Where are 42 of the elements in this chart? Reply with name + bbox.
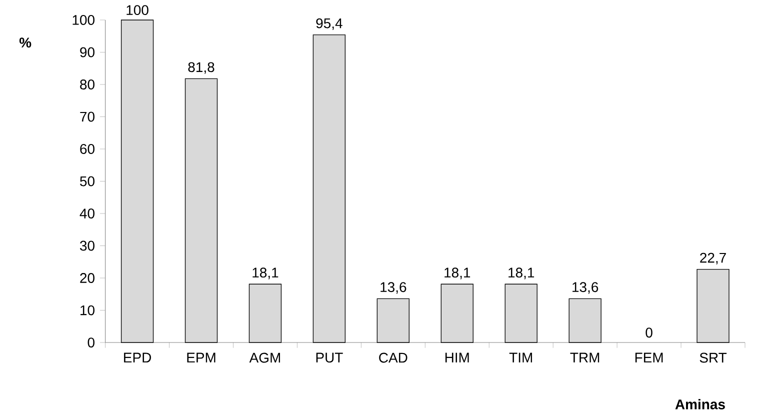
y-tick-label: 10	[80, 305, 94, 316]
bar	[312, 34, 346, 343]
bar	[120, 20, 154, 343]
x-tick-label: AGM	[249, 352, 280, 363]
y-axis-title: %	[19, 38, 32, 48]
y-tick-label: 70	[80, 112, 94, 122]
data-label: 22,7	[700, 252, 726, 264]
data-label: 100	[126, 5, 148, 16]
y-tick-label: 30	[80, 240, 94, 251]
data-label: 95,4	[316, 18, 342, 30]
x-tick-label: EPD	[124, 352, 151, 362]
x-tick-label: EPM	[187, 352, 216, 362]
bar	[504, 284, 538, 343]
x-axis-title: Aminas	[675, 399, 725, 410]
bar	[248, 284, 282, 343]
y-tick-label: 100	[72, 15, 94, 26]
data-label: 18,1	[252, 268, 278, 280]
y-tick-label: 0	[88, 338, 94, 348]
x-tick-label: TRM	[570, 352, 600, 362]
bar	[376, 298, 410, 343]
data-label: 13,6	[572, 282, 598, 294]
x-tick-label: TIM	[509, 352, 532, 362]
y-tick-label: 60	[80, 144, 94, 154]
data-label: 13,6	[380, 282, 406, 294]
x-tick-label: HIM	[445, 352, 469, 362]
data-label: 18,1	[444, 268, 470, 280]
bar	[184, 78, 218, 343]
x-tick-label: FEM	[635, 352, 663, 362]
data-label: 18,1	[508, 268, 534, 280]
y-tick-label: 80	[80, 80, 94, 90]
y-tick-label: 40	[80, 208, 94, 219]
y-tick-label: 20	[80, 273, 94, 284]
bar	[440, 284, 474, 343]
y-tick-label: 50	[80, 176, 94, 186]
y-tick-label: 90	[80, 47, 94, 58]
data-label: 81,8	[188, 62, 214, 74]
bar	[696, 269, 730, 343]
bar	[568, 298, 602, 343]
x-tick-label: CAD	[379, 352, 408, 363]
x-tick-label: PUT	[316, 352, 343, 363]
x-tick-label: SRT	[700, 352, 727, 363]
data-label: 0	[646, 328, 652, 338]
